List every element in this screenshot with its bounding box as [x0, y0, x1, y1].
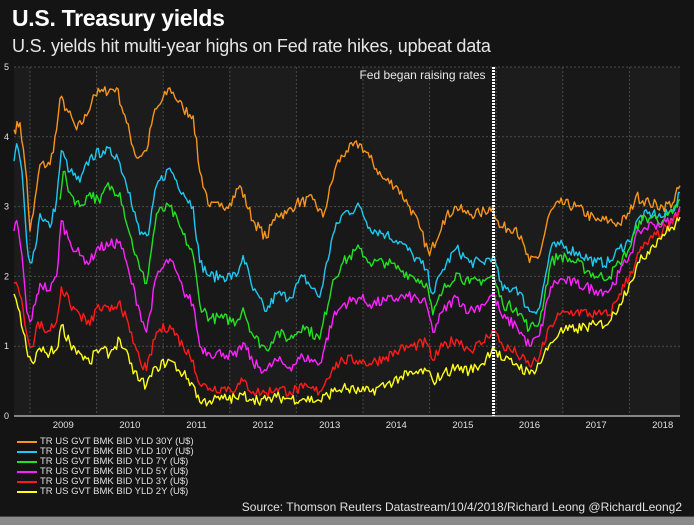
series-line-2 [13, 143, 681, 315]
legend-item: TR US GVT BMK BID YLD 5Y (U$) [17, 467, 194, 477]
source-note: Source: Thomson Reuters Datastream/10/4/… [241, 500, 682, 514]
y-tick-label: 0 [4, 411, 9, 421]
series-line-5 [13, 209, 681, 398]
legend-swatch [17, 471, 37, 473]
x-tick-label: 2009 [53, 420, 74, 431]
x-tick-label: 2017 [586, 420, 607, 431]
legend-label: TR US GVT BMK BID YLD 2Y (U$) [40, 486, 189, 497]
legend-label: TR US GVT BMK BID YLD 10Y (U$) [40, 446, 194, 457]
series-line-6 [13, 216, 681, 407]
legend: TR US GVT BMK BID YLD 30Y (U$) TR US GVT … [17, 437, 194, 497]
legend-label: TR US GVT BMK BID YLD 7Y (U$) [40, 456, 189, 467]
legend-item: TR US GVT BMK BID YLD 30Y (U$) [17, 437, 194, 447]
chart-title: U.S. Treasury yields [12, 5, 225, 31]
y-tick-label: 5 [4, 62, 9, 72]
year-band [429, 67, 497, 416]
x-tick-label: 2010 [119, 420, 140, 431]
legend-label: TR US GVT BMK BID YLD 3Y (U$) [40, 476, 189, 487]
y-tick-label: 4 [4, 132, 9, 142]
legend-swatch [17, 481, 37, 483]
legend-item: TR US GVT BMK BID YLD 10Y (U$) [17, 447, 194, 457]
year-band [29, 67, 97, 416]
y-tick-label: 3 [4, 202, 9, 212]
x-tick-label: 2016 [519, 420, 540, 431]
annotations: Fed began raising rates [359, 67, 496, 416]
legend-item: TR US GVT BMK BID YLD 7Y (U$) [17, 457, 194, 467]
x-axis-ticks: 2009 2010 2011 2012 2013 2014 2015 2016 2017 2018 [53, 420, 674, 431]
fed-annotation-label: Fed began raising rates [359, 68, 485, 82]
footer-bar [0, 516, 694, 525]
gridlines [14, 66, 680, 417]
x-tick-label: 2013 [319, 420, 340, 431]
x-tick-label: 2018 [652, 420, 673, 431]
series-line-3 [59, 170, 681, 352]
series-lines [13, 86, 681, 407]
x-tick-label: 2012 [253, 420, 274, 431]
year-band [562, 67, 630, 416]
legend-label: TR US GVT BMK BID YLD 30Y (U$) [40, 436, 194, 447]
series-line-1 [13, 86, 681, 264]
x-tick-label: 2014 [386, 420, 407, 431]
legend-swatch [17, 441, 37, 443]
y-axis-ticks: 0 1 2 3 4 5 [4, 62, 9, 421]
y-tick-label: 2 [4, 271, 9, 281]
year-band [296, 67, 363, 416]
legend-item: TR US GVT BMK BID YLD 2Y (U$) [17, 487, 194, 497]
chart-subtitle: U.S. yields hit multi-year highs on Fed … [12, 36, 491, 56]
series-line-4 [13, 206, 681, 374]
x-tick-label: 2011 [186, 420, 206, 431]
x-tick-label: 2015 [452, 420, 473, 431]
legend-swatch [17, 461, 37, 463]
legend-swatch [17, 491, 37, 493]
legend-label: TR US GVT BMK BID YLD 5Y (U$) [40, 466, 189, 477]
legend-item: TR US GVT BMK BID YLD 3Y (U$) [17, 477, 194, 487]
y-tick-label: 1 [4, 341, 9, 351]
legend-swatch [17, 451, 37, 453]
